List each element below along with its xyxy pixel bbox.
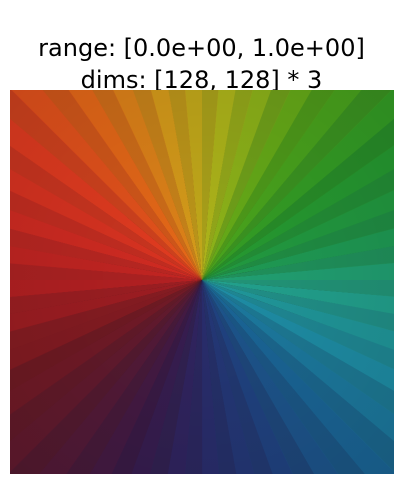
color-wheel-image	[10, 90, 394, 474]
wheel-shading-overlay	[10, 90, 394, 474]
title-range-line: range: [0.0e+00, 1.0e+00]	[38, 34, 365, 62]
figure-title: range: [0.0e+00, 1.0e+00] dims: [128, 12…	[0, 32, 403, 96]
color-wheel-svg	[10, 90, 394, 474]
